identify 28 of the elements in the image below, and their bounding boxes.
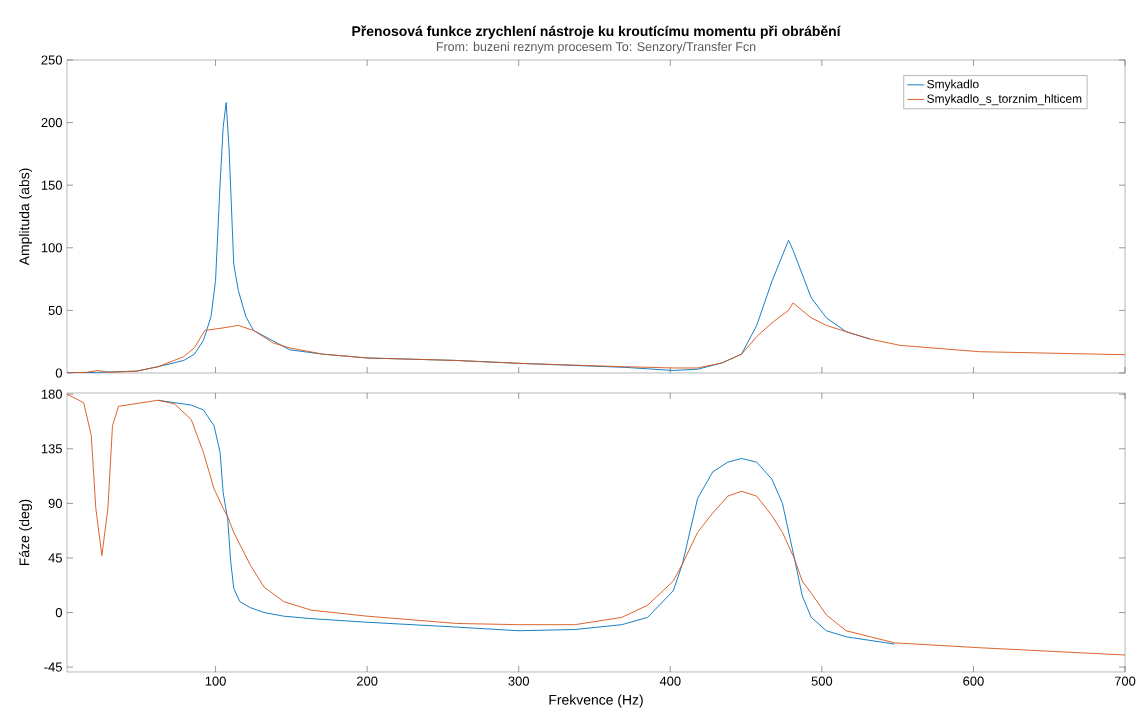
y-tick-label: 90 (48, 498, 62, 508)
y-tick-label: 50 (48, 305, 62, 315)
y-tick-label: 0 (55, 368, 62, 378)
y-axis-title: Fáze (deg) (18, 499, 33, 566)
y-tick-label: 0 (55, 607, 62, 618)
chart-title: Přenosová funkce zrychlení nástroje ku kroutícímu momentu při obrábění (352, 25, 841, 39)
y-axis-title: Amplituda (abs) (19, 168, 33, 266)
y-tick-label: 180 (41, 389, 62, 399)
chart-subtitle: From: buzeni reznym procesem To: Senzory/Transfer Fcn (436, 41, 756, 54)
x-tick-label: 400 (659, 676, 681, 686)
y-tick-label: -45 (44, 662, 62, 672)
line-series (67, 393, 1126, 656)
y-tick-label: 135 (41, 444, 62, 454)
x-tick-label: 600 (963, 676, 984, 686)
x-tick-label: 700 (1114, 676, 1136, 686)
y-tick-label: 150 (41, 180, 62, 190)
x-axis-title: Frekvence (Hz) (549, 694, 643, 708)
line-series (67, 302, 1126, 373)
x-tick-label: 200 (356, 676, 378, 686)
y-tick-label: 250 (41, 55, 62, 65)
x-tick-label: 100 (205, 676, 226, 686)
legend-label: Smykadlo (927, 79, 979, 91)
y-tick-label: 200 (41, 118, 62, 128)
x-tick-label: 500 (811, 676, 833, 686)
x-tick-label: 300 (508, 676, 530, 686)
y-tick-label: 45 (48, 553, 62, 563)
y-tick-label: 100 (41, 243, 62, 253)
legend-label: Smykadlo_s_torznim_hlticem (927, 94, 1082, 106)
